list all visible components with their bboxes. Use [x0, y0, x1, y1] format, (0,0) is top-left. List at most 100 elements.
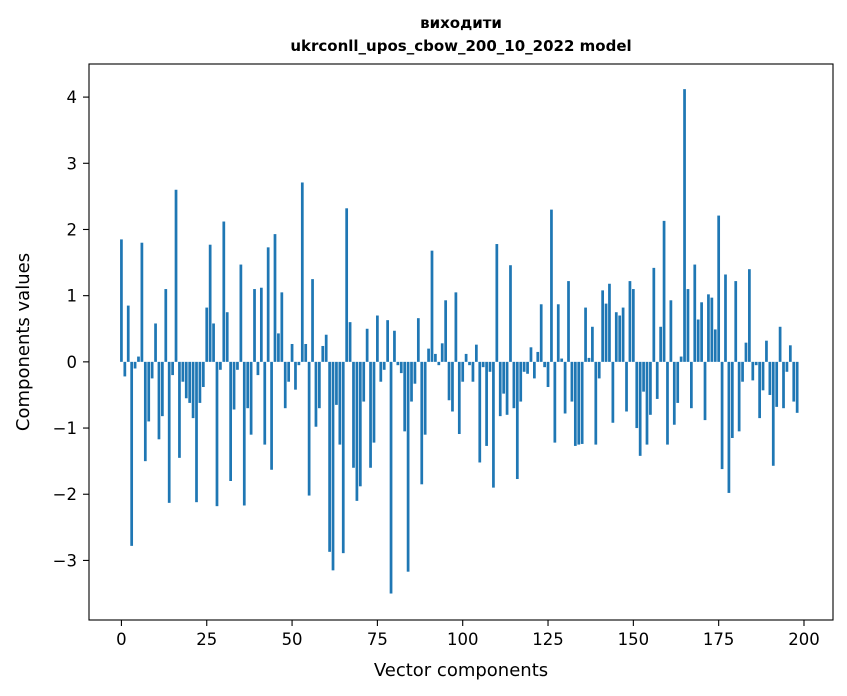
bar	[553, 361, 557, 443]
bar	[341, 361, 345, 554]
bar	[369, 361, 372, 468]
bar	[372, 361, 376, 443]
bar	[601, 290, 604, 362]
bar	[502, 361, 506, 394]
bar	[649, 361, 652, 415]
bar	[567, 281, 570, 362]
bar	[259, 287, 263, 362]
bar	[669, 300, 673, 362]
bar	[591, 326, 594, 362]
bar	[683, 89, 686, 362]
bars-group	[120, 89, 799, 594]
y-tick-label: −3	[53, 551, 77, 570]
bar	[604, 303, 608, 362]
bar	[256, 361, 260, 376]
x-tick-label: 200	[788, 630, 820, 649]
bar	[352, 361, 355, 468]
bar	[181, 361, 185, 382]
bar	[195, 361, 198, 503]
bar	[382, 361, 386, 370]
bar	[427, 348, 430, 362]
bar	[393, 330, 396, 362]
bar	[638, 361, 642, 456]
bar	[208, 244, 212, 362]
bar	[666, 361, 669, 445]
bar	[659, 326, 663, 362]
bar	[219, 361, 222, 370]
bar	[522, 361, 526, 372]
bar	[270, 361, 273, 470]
bar	[410, 361, 413, 402]
bar	[123, 361, 127, 377]
bar	[358, 361, 362, 487]
x-tick-label: 50	[282, 630, 303, 649]
bar	[386, 320, 389, 362]
bar	[481, 361, 485, 368]
bar	[720, 361, 724, 470]
bar	[133, 361, 137, 369]
y-tick-label: 0	[67, 353, 78, 372]
bar	[771, 361, 775, 466]
bar	[178, 361, 181, 458]
bar	[290, 343, 294, 362]
bar	[263, 361, 267, 445]
bar	[376, 315, 379, 362]
bar	[703, 361, 707, 421]
bar	[519, 361, 523, 402]
bar	[307, 361, 311, 496]
y-axis-label: Components values	[13, 253, 34, 431]
bar	[550, 209, 553, 362]
x-tick-label: 125	[532, 630, 564, 649]
bar	[229, 361, 232, 481]
bar	[198, 361, 202, 403]
bar	[533, 361, 536, 379]
bar	[580, 361, 584, 444]
bar	[161, 361, 164, 417]
bar	[597, 361, 601, 379]
bar	[778, 326, 782, 362]
bar	[614, 312, 618, 362]
bar	[318, 361, 321, 409]
bar	[232, 361, 236, 410]
bar	[314, 361, 318, 427]
bar	[464, 353, 468, 362]
bar	[379, 361, 383, 382]
bar	[529, 347, 533, 362]
bar	[311, 279, 314, 362]
bar	[126, 305, 130, 362]
bar	[201, 361, 205, 388]
bar	[741, 361, 744, 382]
bar	[700, 302, 703, 362]
bar	[645, 361, 649, 445]
bar	[628, 281, 632, 362]
bar	[785, 361, 789, 372]
bar	[509, 265, 512, 362]
bar	[744, 342, 748, 362]
bar	[174, 189, 178, 362]
bar	[461, 361, 465, 382]
bar	[485, 361, 488, 446]
bar	[758, 361, 761, 419]
bar	[676, 361, 680, 403]
bar	[130, 361, 134, 546]
bar	[492, 361, 495, 488]
bar	[447, 361, 451, 401]
bar	[242, 361, 246, 506]
bar	[730, 361, 734, 438]
bar	[710, 297, 714, 362]
bar	[171, 361, 174, 376]
x-tick-label: 25	[196, 630, 217, 649]
bar	[277, 333, 280, 362]
bar	[399, 361, 403, 374]
bar	[765, 340, 768, 362]
y-tick-label: 1	[67, 287, 78, 306]
bar	[437, 361, 441, 366]
bar	[751, 361, 755, 381]
bar	[563, 361, 567, 414]
bar	[413, 361, 417, 384]
bar	[707, 294, 710, 362]
bar	[365, 328, 369, 362]
y-tick-label: 4	[67, 88, 78, 107]
bar	[526, 361, 529, 374]
bar	[389, 361, 393, 594]
